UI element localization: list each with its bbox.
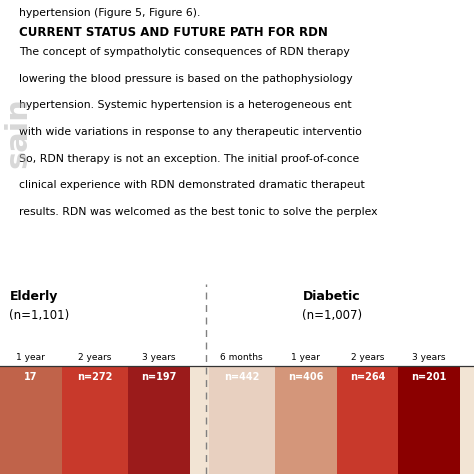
Text: CURRENT STATUS AND FUTURE PATH FOR RDN: CURRENT STATUS AND FUTURE PATH FOR RDN	[19, 26, 328, 38]
Text: 6 months: 6 months	[220, 353, 263, 362]
Bar	[0, 366, 62, 474]
Text: Diabetic: Diabetic	[303, 291, 361, 303]
Text: 2 years: 2 years	[78, 353, 111, 362]
Text: The concept of sympatholytic consequences of RDN therapy: The concept of sympatholytic consequence…	[19, 47, 350, 57]
Text: sain: sain	[4, 97, 33, 168]
Text: 2 years: 2 years	[351, 353, 384, 362]
Text: n=197: n=197	[141, 372, 176, 382]
Bar	[275, 366, 337, 474]
Text: So, RDN therapy is not an exception. The initial proof-of-conce: So, RDN therapy is not an exception. The…	[19, 154, 359, 164]
Bar	[190, 366, 209, 474]
Bar	[460, 366, 474, 474]
Text: hypertension. Systemic hypertension is a heterogeneous ent: hypertension. Systemic hypertension is a…	[19, 100, 352, 110]
Text: n=442: n=442	[224, 372, 259, 382]
Text: results. RDN was welcomed as the best tonic to solve the perplex: results. RDN was welcomed as the best to…	[19, 207, 377, 217]
Bar	[337, 366, 398, 474]
Text: hypertension (Figure 5, Figure 6).: hypertension (Figure 5, Figure 6).	[19, 8, 201, 18]
Text: 3 years: 3 years	[142, 353, 175, 362]
Text: 3 years: 3 years	[412, 353, 446, 362]
Text: Elderly: Elderly	[9, 291, 58, 303]
Text: with wide variations in response to any therapeutic interventio: with wide variations in response to any …	[19, 127, 362, 137]
Bar	[62, 366, 128, 474]
Text: 1 year: 1 year	[292, 353, 320, 362]
Text: clinical experience with RDN demonstrated dramatic therapeut: clinical experience with RDN demonstrate…	[19, 180, 365, 190]
Text: n=201: n=201	[411, 372, 447, 382]
Bar	[398, 366, 460, 474]
Text: 1 year: 1 year	[17, 353, 45, 362]
Bar	[128, 366, 190, 474]
Text: (n=1,101): (n=1,101)	[9, 310, 70, 322]
Bar	[209, 366, 275, 474]
Text: 17: 17	[24, 372, 37, 382]
Text: lowering the blood pressure is based on the pathophysiology: lowering the blood pressure is based on …	[19, 74, 353, 84]
Text: n=406: n=406	[288, 372, 323, 382]
Text: n=272: n=272	[77, 372, 112, 382]
Text: n=264: n=264	[350, 372, 385, 382]
Text: (n=1,007): (n=1,007)	[302, 310, 362, 322]
